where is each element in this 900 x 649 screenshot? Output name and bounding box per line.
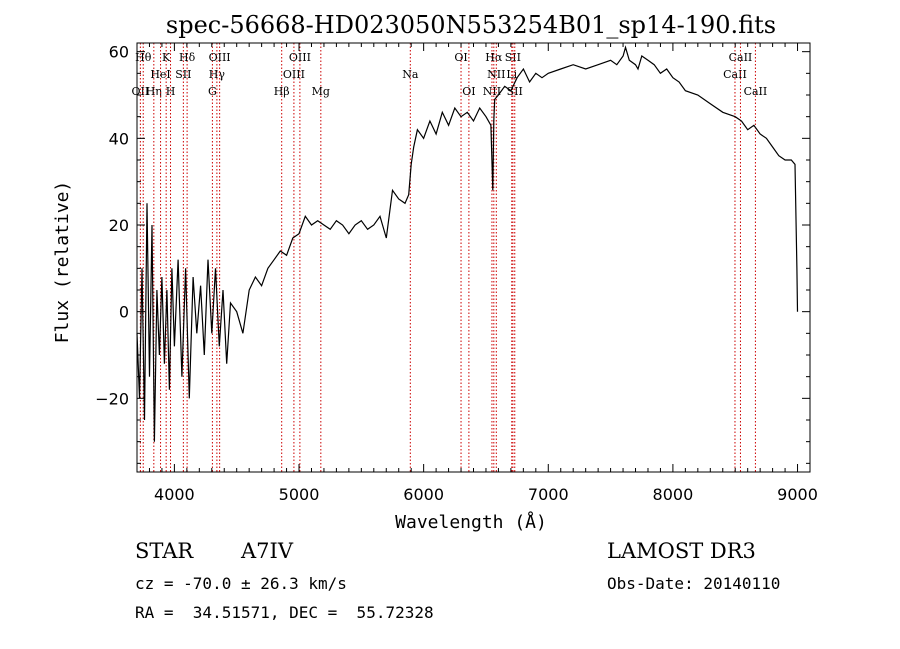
x-axis-label: Wavelength (Å) xyxy=(395,511,547,533)
y-tick-label: 20 xyxy=(109,216,129,235)
line-marker-label: Na xyxy=(402,68,419,81)
observation-date: Obs-Date: 20140110 xyxy=(607,574,781,593)
x-tick-label: 5000 xyxy=(279,485,320,504)
line-marker-label: OIII xyxy=(283,68,305,81)
line-marker-label: Li xyxy=(506,68,517,81)
line-marker-label: SII xyxy=(175,68,191,81)
line-marker-label: Hη xyxy=(146,85,162,98)
line-marker-label: OIII xyxy=(289,51,311,64)
x-tick-label: 8000 xyxy=(653,485,694,504)
line-marker-label: CaII xyxy=(723,68,747,81)
line-marker-label: NII xyxy=(487,68,505,81)
line-marker-label: Hβ xyxy=(274,85,290,98)
line-marker-label: OI xyxy=(462,85,475,98)
line-marker-label: CaII xyxy=(744,85,768,98)
line-marker-label: SII xyxy=(507,85,523,98)
y-axis-label: Flux (relative) xyxy=(52,181,73,344)
y-tick-label: −20 xyxy=(95,389,129,408)
series-layer xyxy=(136,45,799,442)
line-marker-label: HeI xyxy=(150,68,170,81)
y-tick-label: 60 xyxy=(109,43,129,62)
axis-ticks: 4000 5000 6000 7000 8000 9000 −20 0 20 40 60 xyxy=(95,43,818,504)
chart-title: spec-56668-HD023050N553254B01_sp14-190.f… xyxy=(166,11,776,39)
x-tick-label: 9000 xyxy=(777,485,818,504)
line-marker-label: K xyxy=(162,51,171,64)
line-marker-label: OII xyxy=(132,85,150,98)
line-marker-label: G xyxy=(208,85,217,98)
plot-frame xyxy=(136,42,811,473)
line-marker-label: CaII xyxy=(729,51,753,64)
line-marker-label: Hθ xyxy=(135,51,152,64)
y-tick-label: 40 xyxy=(109,129,129,148)
line-marker-label: H xyxy=(166,85,176,98)
line-markers: OII Hθ Hη HeI K H SII Hδ G Hγ OIII Hβ OIII OIII Mg Na OI… xyxy=(132,43,768,472)
redshift-velocity: cz = -70.0 ± 26.3 km/s xyxy=(135,574,347,593)
line-marker-label: SII xyxy=(505,51,521,64)
x-tick-label: 7000 xyxy=(528,485,569,504)
line-marker-label: Hγ xyxy=(209,68,226,81)
series-line-flux xyxy=(136,45,799,442)
line-marker-label: NII xyxy=(483,85,501,98)
line-marker-label: Mg xyxy=(312,85,330,98)
spectral-subclass: A7IV xyxy=(241,539,293,563)
line-marker-label: Hδ xyxy=(179,51,196,64)
object-class: STAR xyxy=(135,539,194,563)
survey-name: LAMOST DR3 xyxy=(607,539,756,563)
y-tick-label: 0 xyxy=(119,303,129,322)
x-tick-label: 6000 xyxy=(403,485,444,504)
x-tick-label: 4000 xyxy=(154,485,195,504)
line-marker-label: OIII xyxy=(209,51,231,64)
sky-coordinates: RA = 34.51571, DEC = 55.72328 xyxy=(135,603,434,622)
line-marker-label: OI xyxy=(454,51,467,64)
line-marker-label: Hα xyxy=(485,51,503,64)
